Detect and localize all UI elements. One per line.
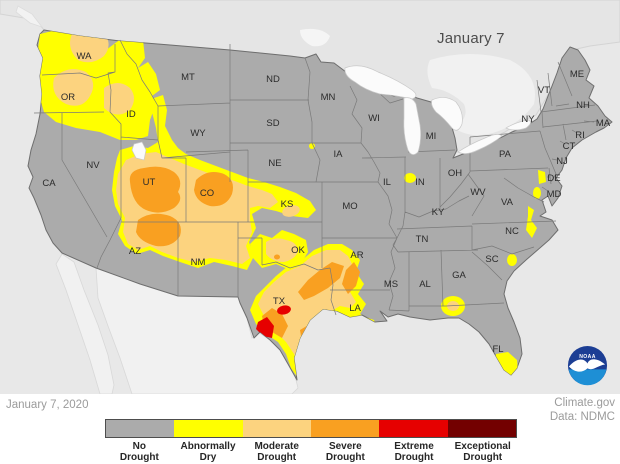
state-label-ks: KS [281, 199, 294, 210]
state-label-ma: MA [596, 118, 611, 129]
state-label-mn: MN [321, 92, 336, 103]
legend-label-moderate-drought: Moderate Drought [254, 441, 299, 463]
legend-swatch-moderate-drought [242, 420, 311, 437]
map-title: January 7 [437, 30, 505, 47]
legend-label-severe-drought: Severe Drought [325, 441, 365, 463]
state-label-ms: MS [384, 279, 398, 290]
state-label-ky: KY [432, 207, 445, 218]
state-label-wv: WV [470, 187, 486, 198]
legend-label-extreme-drought: Extreme Drought [394, 441, 434, 463]
state-borders [33, 39, 598, 316]
state-label-tn: TN [416, 234, 429, 245]
legend-color-bar [105, 419, 517, 438]
drought-legend: No Drought Abnormally Dry Moderate Drought Sev… [105, 419, 517, 463]
state-label-ri: RI [575, 130, 585, 141]
state-label-pa: PA [499, 149, 512, 160]
legend-label-exceptional-drought: Exceptional Drought [454, 441, 511, 463]
state-label-sc: SC [485, 254, 498, 265]
legend-label-no-drought: No Drought [119, 441, 159, 463]
legend-label-abnormally-dry: Abnormally Dry [180, 441, 236, 463]
state-label-id: ID [126, 109, 136, 120]
state-label-nm: NM [191, 257, 206, 268]
lake-michigan [403, 97, 422, 155]
lake-erie [457, 134, 503, 154]
state-label-wi: WI [368, 113, 380, 124]
state-label-md: MD [547, 189, 562, 200]
attribution-ndmc: Data: NDMC [549, 410, 615, 423]
state-label-ct: CT [563, 141, 576, 152]
lake-ontario [505, 119, 531, 131]
state-label-mi: MI [426, 131, 437, 142]
drought-overlay [36, 30, 546, 378]
state-label-ny: NY [521, 114, 535, 125]
attribution-climate-gov: Climate.gov [554, 397, 615, 409]
state-label-wa: WA [77, 51, 93, 62]
state-label-nh: NH [576, 100, 590, 111]
great-lakes [131, 65, 531, 161]
state-label-nj: NJ [556, 156, 568, 167]
state-label-ne: NE [268, 158, 281, 169]
attribution: Climate.gov Data: NDMC [550, 397, 615, 425]
state-label-nv: NV [86, 160, 100, 171]
state-label-de: DE [547, 173, 560, 184]
state-label-fl: FL [492, 344, 503, 355]
state-label-oh: OH [448, 168, 462, 179]
legend-swatch-exceptional-drought [447, 420, 516, 437]
noaa-logo-icon: NOAA [567, 345, 608, 386]
state-label-nd: ND [266, 74, 280, 85]
state-label-mo: MO [342, 201, 357, 212]
map-date: January 7, 2020 [6, 399, 89, 411]
state-label-wy: WY [190, 128, 206, 139]
legend-swatch-extreme-drought [379, 420, 448, 437]
great-salt-lake [131, 141, 147, 161]
state-label-vt: VT [538, 85, 550, 96]
legend-swatch-abnormally-dry [174, 420, 243, 437]
map-area: WA OR CA NV ID MT WY UT CO AZ NM ND SD NE KS OK TX MN IA MO… [0, 0, 620, 394]
state-label-ut: UT [143, 177, 156, 188]
noaa-logo-text: NOAA [579, 354, 596, 360]
state-label-ca: CA [42, 178, 56, 189]
us-drought-map: WA OR CA NV ID MT WY UT CO AZ NM ND SD NE KS OK TX MN IA MO… [0, 0, 620, 394]
state-label-al: AL [419, 279, 431, 290]
state-label-ok: OK [291, 245, 305, 256]
state-label-nc: NC [505, 226, 519, 237]
legend-labels: No Drought Abnormally Dry Moderate Drought Sev… [105, 441, 517, 463]
legend-swatch-no-drought [106, 420, 175, 437]
state-label-tx: TX [273, 296, 286, 307]
state-label-ga: GA [452, 270, 466, 281]
legend-swatch-severe-drought [310, 420, 380, 437]
state-label-il: IL [383, 177, 391, 188]
vancouver-island [15, 5, 44, 28]
state-label-mt: MT [181, 72, 195, 83]
state-label-sd: SD [266, 118, 279, 129]
state-label-la: LA [349, 303, 361, 314]
state-label-in: IN [415, 177, 425, 188]
state-label-ia: IA [334, 149, 344, 160]
state-label-va: VA [501, 197, 514, 208]
state-label-or: OR [61, 92, 75, 103]
state-labels: WA OR CA NV ID MT WY UT CO AZ NM ND SD NE KS OK TX MN IA MO… [42, 51, 610, 355]
state-label-ar: AR [350, 250, 363, 261]
state-label-co: CO [200, 188, 214, 199]
state-label-az: AZ [129, 246, 141, 257]
lake-huron [431, 97, 463, 131]
state-label-me: ME [570, 69, 584, 80]
